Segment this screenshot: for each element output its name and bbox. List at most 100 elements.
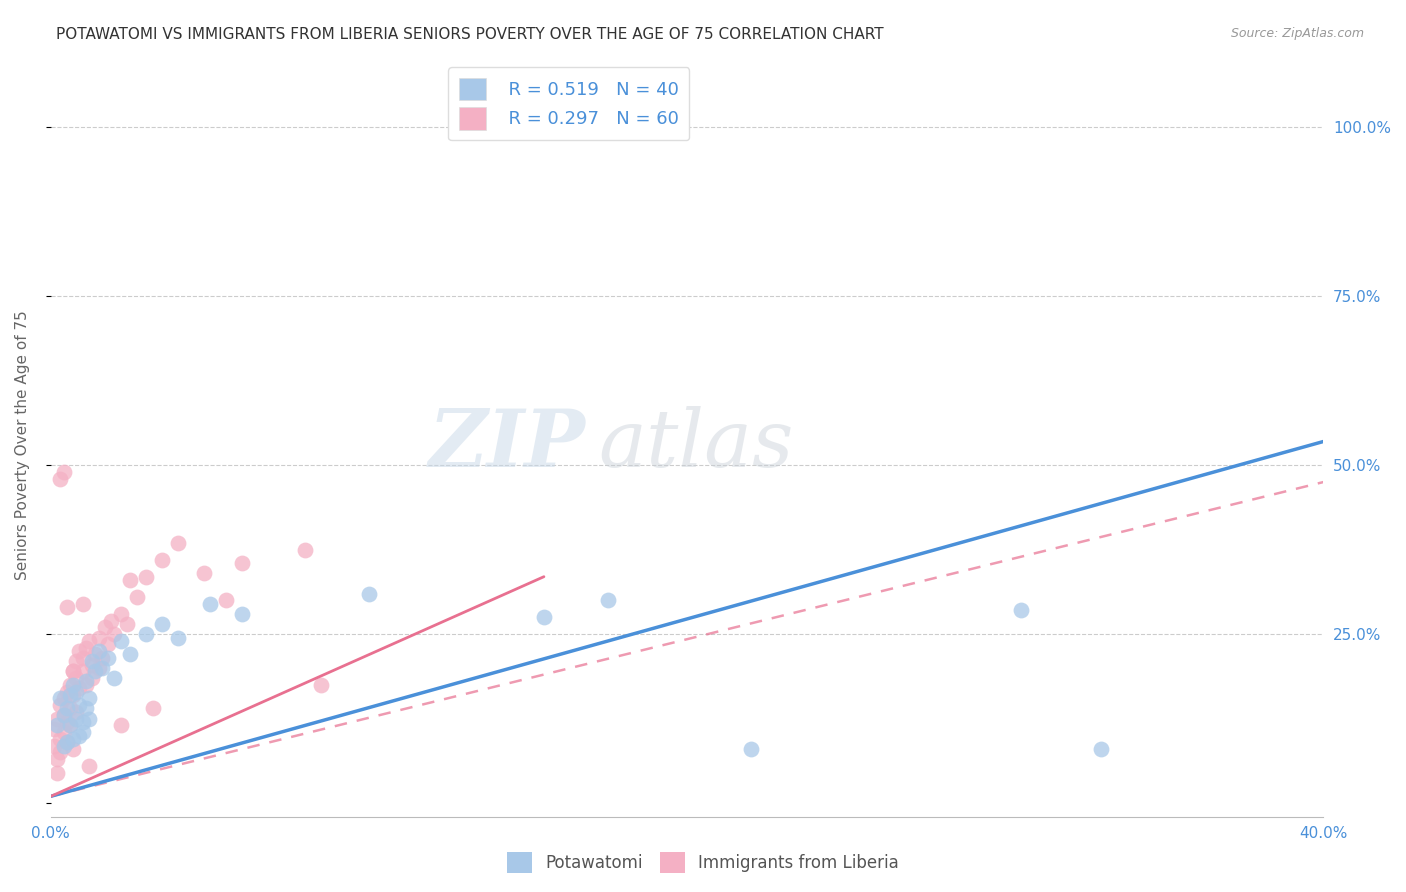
Point <box>72 725 94 739</box>
Point <box>65 712 87 726</box>
Text: atlas: atlas <box>598 406 793 483</box>
Point <box>150 617 173 632</box>
Point <box>72 650 94 665</box>
Point <box>75 640 97 655</box>
Point <box>82 654 104 668</box>
Point <box>59 701 82 715</box>
Point <box>55 701 77 715</box>
Point <box>72 597 94 611</box>
Point <box>62 688 84 702</box>
Point <box>59 718 82 732</box>
Point <box>46 718 69 732</box>
Point <box>231 607 253 621</box>
Point <box>198 597 221 611</box>
Point <box>533 610 555 624</box>
Point <box>69 644 91 658</box>
Point <box>110 633 132 648</box>
Point <box>77 759 100 773</box>
Point <box>46 712 69 726</box>
Point <box>87 661 110 675</box>
Point <box>69 698 91 712</box>
Point <box>52 465 75 479</box>
Point <box>1090 742 1112 756</box>
Point <box>65 671 87 685</box>
Point <box>135 627 157 641</box>
Point <box>77 712 100 726</box>
Point <box>1010 603 1032 617</box>
Point <box>103 671 125 685</box>
Point <box>59 688 82 702</box>
Point <box>94 620 117 634</box>
Point <box>125 590 148 604</box>
Point <box>65 684 87 698</box>
Point <box>110 607 132 621</box>
Point <box>84 665 107 679</box>
Point <box>90 661 112 675</box>
Point <box>55 735 77 749</box>
Point <box>75 678 97 692</box>
Point <box>55 735 77 749</box>
Point <box>42 722 65 736</box>
Point <box>52 739 75 753</box>
Point <box>62 678 84 692</box>
Point <box>97 637 120 651</box>
Point <box>46 765 69 780</box>
Point <box>84 648 107 662</box>
Point <box>309 678 332 692</box>
Point <box>115 617 138 632</box>
Point <box>110 718 132 732</box>
Y-axis label: Seniors Poverty Over the Age of 75: Seniors Poverty Over the Age of 75 <box>15 310 30 580</box>
Point <box>62 665 84 679</box>
Point <box>87 631 110 645</box>
Legend:   R = 0.519   N = 40,   R = 0.297   N = 60: R = 0.519 N = 40, R = 0.297 N = 60 <box>449 68 689 140</box>
Point <box>55 714 77 729</box>
Point <box>65 654 87 668</box>
Point <box>62 665 84 679</box>
Point <box>52 725 75 739</box>
Point <box>55 684 77 698</box>
Point <box>77 691 100 706</box>
Point <box>150 553 173 567</box>
Point <box>55 600 77 615</box>
Point <box>142 701 165 715</box>
Point <box>82 657 104 672</box>
Point <box>62 731 84 746</box>
Point <box>52 691 75 706</box>
Point <box>59 678 82 692</box>
Point <box>52 708 75 723</box>
Point <box>167 536 190 550</box>
Point <box>357 586 380 600</box>
Point <box>72 714 94 729</box>
Point <box>97 650 120 665</box>
Point <box>135 570 157 584</box>
Text: POTAWATOMI VS IMMIGRANTS FROM LIBERIA SENIORS POVERTY OVER THE AGE OF 75 CORRELA: POTAWATOMI VS IMMIGRANTS FROM LIBERIA SE… <box>56 27 884 42</box>
Point <box>77 633 100 648</box>
Point <box>75 701 97 715</box>
Text: ZIP: ZIP <box>429 406 585 483</box>
Point <box>49 745 72 759</box>
Point <box>120 648 142 662</box>
Point <box>87 644 110 658</box>
Point <box>740 742 762 756</box>
Point <box>231 556 253 570</box>
Point <box>49 691 72 706</box>
Point <box>59 718 82 732</box>
Text: Source: ZipAtlas.com: Source: ZipAtlas.com <box>1230 27 1364 40</box>
Point <box>65 705 87 719</box>
Point <box>100 614 122 628</box>
Point <box>82 671 104 685</box>
Point <box>69 729 91 743</box>
Point <box>193 566 215 581</box>
Point <box>49 731 72 746</box>
Point <box>49 472 72 486</box>
Point <box>167 631 190 645</box>
Point <box>103 627 125 641</box>
Point <box>62 742 84 756</box>
Point <box>46 752 69 766</box>
Point <box>69 681 91 696</box>
Point <box>75 674 97 689</box>
Point <box>90 650 112 665</box>
Point <box>596 593 619 607</box>
Legend: Potawatomi, Immigrants from Liberia: Potawatomi, Immigrants from Liberia <box>501 846 905 880</box>
Point <box>294 542 316 557</box>
